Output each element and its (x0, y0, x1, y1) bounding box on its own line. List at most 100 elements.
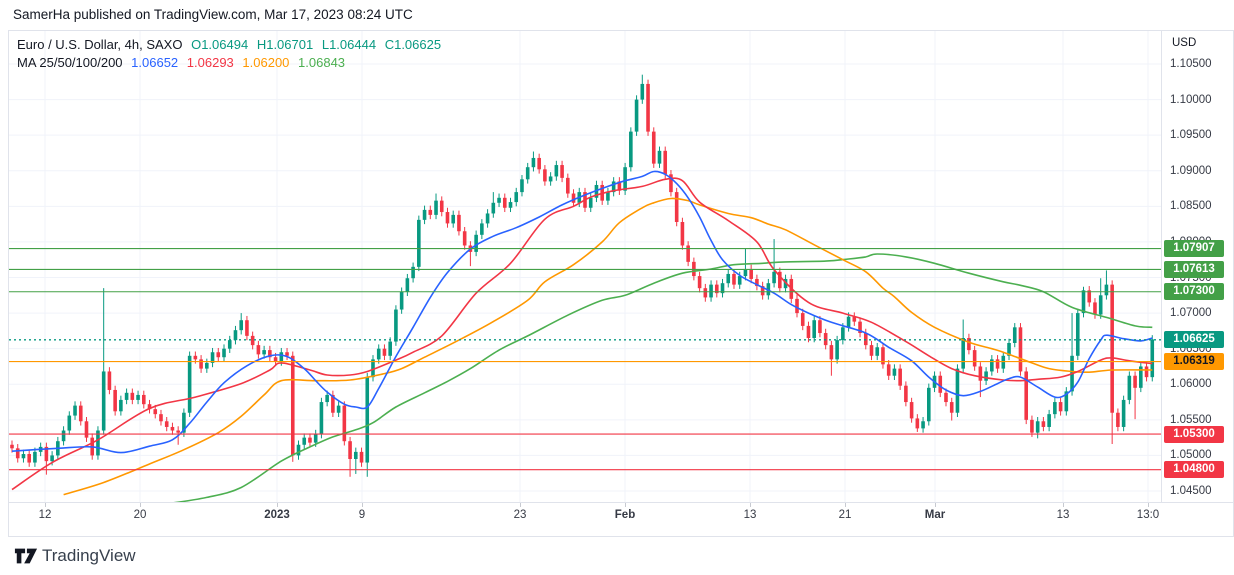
candle (909, 402, 914, 419)
candle (15, 448, 20, 459)
candle (422, 209, 427, 220)
time-axis[interactable]: 12 20 2023 9 23 Feb 13 21 Mar 13 13:0 (9, 502, 1233, 536)
candle (949, 402, 954, 413)
candle (371, 359, 375, 378)
candle (852, 316, 857, 322)
candle (829, 345, 834, 360)
candle (623, 167, 627, 191)
price-tick-label: 1.09500 (1170, 129, 1212, 142)
time-tick-mark (45, 503, 46, 507)
candle (726, 273, 731, 284)
candle (863, 333, 868, 346)
candle (491, 202, 496, 214)
candle (434, 200, 438, 215)
candle (1018, 327, 1023, 372)
candle (531, 157, 536, 168)
candle (159, 414, 163, 422)
ohlc-open: O1.06494 (191, 37, 249, 52)
tradingview-brand-text[interactable]: TradingView (42, 546, 136, 565)
candle (411, 266, 415, 279)
candle (50, 455, 54, 462)
candle (858, 321, 862, 334)
ma-label: MA 25/50/100/200 (17, 55, 123, 70)
candle (520, 179, 524, 193)
candle (1075, 313, 1080, 356)
candle (714, 284, 719, 294)
candle (164, 421, 169, 427)
candle (187, 355, 192, 413)
axis-currency-label: USD (1172, 37, 1197, 49)
legend-symbol-row: Euro / U.S. Dollar, 4h, SAXO O1.06494 H1… (17, 36, 446, 54)
candle (686, 245, 690, 262)
candle (1007, 342, 1011, 356)
candle (749, 268, 753, 279)
price-axis[interactable]: USD 1.10500 1.10000 1.09500 1.09000 1.08500 1… (1161, 31, 1234, 503)
candle (823, 333, 828, 346)
ma50-line (11, 177, 1153, 491)
candle (457, 214, 461, 232)
chart-legend: Euro / U.S. Dollar, 4h, SAXO O1.06494 H1… (17, 36, 446, 72)
candle (233, 330, 238, 341)
candle (795, 298, 799, 314)
candle (674, 192, 679, 222)
symbol-title: Euro / U.S. Dollar, 4h, SAXO (17, 37, 183, 52)
candle (147, 404, 152, 410)
candle (170, 426, 175, 431)
candle (273, 357, 278, 362)
tradingview-logo-icon[interactable] (14, 546, 38, 566)
candle (1116, 412, 1120, 427)
candle (439, 200, 444, 213)
candle (508, 202, 513, 208)
candle (319, 402, 324, 435)
price-level-label: 1.07907 (1164, 240, 1224, 258)
ma50-value: 1.06293 (186, 55, 234, 70)
time-tick-label: 9 (358, 509, 366, 521)
candle (800, 313, 805, 326)
time-tick-mark (140, 503, 141, 507)
candle (886, 364, 891, 376)
candle (537, 157, 541, 170)
price-tick-label: 1.10000 (1170, 93, 1212, 106)
candle (21, 454, 26, 459)
candle (44, 446, 49, 462)
candle (1030, 419, 1034, 433)
time-tick-mark (750, 503, 751, 507)
candle (938, 375, 943, 393)
candle (10, 444, 14, 449)
candle (588, 197, 593, 208)
candle (778, 271, 782, 289)
candle (525, 167, 530, 180)
candle (955, 368, 960, 413)
time-tick-mark (362, 503, 363, 507)
candle (279, 352, 284, 362)
legend-ma-row: MA 25/50/100/200 1.06652 1.06293 1.06200… (17, 54, 446, 72)
ma25-line (11, 170, 1153, 454)
candle (732, 273, 736, 285)
candle (27, 454, 31, 463)
candle (806, 325, 811, 339)
price-level-label: 1.05300 (1164, 425, 1224, 443)
candle (205, 362, 209, 369)
candle (342, 405, 347, 442)
candle (405, 278, 410, 292)
candle (1064, 391, 1069, 412)
time-tick-mark (520, 503, 521, 507)
ma200-line (166, 253, 1153, 503)
candle (646, 83, 650, 132)
candle (1121, 399, 1126, 427)
candle (629, 131, 633, 168)
chart-widget: Euro / U.S. Dollar, 4h, SAXO O1.06494 H1… (8, 30, 1234, 537)
candle (119, 399, 123, 412)
candle (348, 441, 352, 459)
candle (1041, 421, 1046, 427)
candle (1093, 302, 1097, 315)
time-tick-label: 23 (513, 509, 527, 521)
candle (1081, 290, 1086, 314)
candle (382, 348, 387, 356)
candle (210, 352, 215, 363)
candle (101, 371, 106, 431)
candle (755, 278, 759, 287)
candle (611, 181, 616, 193)
candle (617, 181, 622, 191)
candlestick-plot[interactable] (9, 31, 1161, 503)
